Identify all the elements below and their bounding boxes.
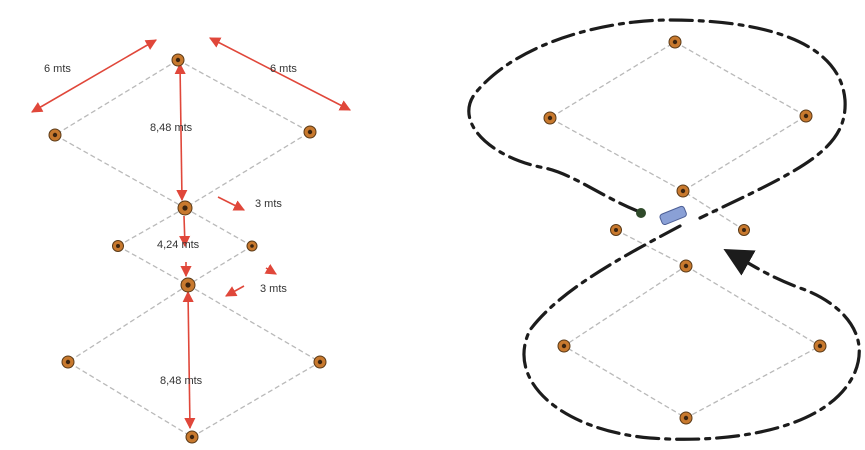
dimension-arrow-gap-lower-b — [225, 285, 245, 297]
post-marker-icon — [543, 111, 557, 125]
post-marker-icon — [679, 259, 693, 273]
dimension-arrow-side-top-right — [209, 37, 351, 111]
post-marker-icon — [171, 53, 185, 67]
route-upper-loop — [467, 18, 847, 220]
post-marker-icon — [813, 339, 827, 353]
post-marker-icon — [676, 184, 690, 198]
right-route-diagram — [467, 18, 861, 441]
middle-guide-left — [117, 207, 186, 247]
label-gap-lower: 3 mts — [260, 283, 287, 295]
label-diag-top: 8,48 mts — [150, 122, 193, 134]
post-marker-icon — [61, 355, 75, 369]
lower-diamond-guide — [562, 265, 822, 419]
post-marker-icon — [246, 240, 258, 252]
post-marker-icon — [557, 339, 571, 353]
post-marker-icon — [668, 35, 682, 49]
label-center-dist: 4,24 mts — [157, 239, 200, 251]
route-start-dot — [636, 208, 646, 218]
post-marker-icon — [177, 200, 193, 216]
crossing-guide-left — [615, 229, 687, 267]
post-marker-icon — [313, 355, 327, 369]
post-marker-icon — [679, 411, 693, 425]
post-marker-icon — [738, 224, 750, 236]
label-side-top-left: 6 mts — [44, 63, 71, 75]
dimension-arrow-gap-upper — [217, 196, 246, 211]
dimension-arrow-center-a — [179, 215, 191, 248]
lower-diamond-guide — [66, 284, 322, 438]
post-marker-icon — [799, 109, 813, 123]
label-diag-bottom: 8,48 mts — [160, 375, 203, 387]
crossing-marker — [659, 205, 687, 226]
post-marker-icon — [180, 277, 196, 293]
dimension-arrow-gap-lower-a — [264, 264, 277, 275]
middle-guide-right — [184, 207, 253, 247]
upper-diamond-guide — [548, 41, 808, 192]
label-side-top-right: 6 mts — [270, 63, 297, 75]
post-marker-icon — [112, 240, 124, 252]
dimension-arrow-diag-top — [174, 62, 188, 202]
post-marker-icon — [48, 128, 62, 142]
post-marker-icon — [610, 224, 622, 236]
middle-guide-lower-left — [117, 245, 189, 286]
post-marker-icon — [303, 125, 317, 139]
dimension-arrow-diag-bottom — [182, 290, 196, 430]
post-marker-icon — [185, 430, 199, 444]
left-layout-diagram: 6 mts 6 mts 8,48 mts 3 mts 4,24 mts 3 mt… — [31, 37, 351, 444]
middle-guide-lower-right — [187, 245, 253, 286]
label-gap-upper: 3 mts — [255, 198, 282, 210]
route-lower-loop — [522, 224, 861, 441]
dimension-arrow-side-top-left — [31, 39, 157, 113]
